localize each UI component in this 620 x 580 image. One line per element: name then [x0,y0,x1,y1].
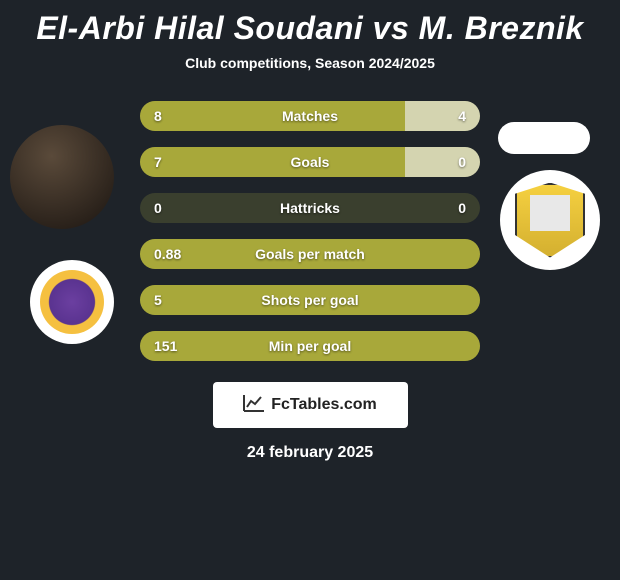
stat-label: Min per goal [140,331,480,361]
stat-row-goals: 7 Goals 0 [140,147,480,177]
stat-row-hattricks: 0 Hattricks 0 [140,193,480,223]
stat-label: Shots per goal [140,285,480,315]
value-right: 0 [458,147,466,177]
main-title: El-Arbi Hilal Soudani vs M. Breznik [36,10,583,47]
stat-row-goals-per-match: 0.88 Goals per match [140,239,480,269]
stats-area: 8 Matches 4 7 Goals 0 0 Hattricks 0 0.88… [0,101,620,377]
chart-icon [243,394,265,417]
stat-row-matches: 8 Matches 4 [140,101,480,131]
stat-label: Matches [140,101,480,131]
comparison-infographic: El-Arbi Hilal Soudani vs M. Breznik Club… [0,0,620,580]
footer-brand-box[interactable]: FcTables.com [213,382,408,428]
subtitle: Club competitions, Season 2024/2025 [185,55,435,71]
brand-text: FcTables.com [271,396,377,414]
date-text: 24 february 2025 [247,444,373,462]
stat-row-min-per-goal: 151 Min per goal [140,331,480,361]
stat-label: Goals [140,147,480,177]
stat-label: Goals per match [140,239,480,269]
value-right: 0 [458,193,466,223]
stat-row-shots-per-goal: 5 Shots per goal [140,285,480,315]
value-right: 4 [458,101,466,131]
stat-label: Hattricks [140,193,480,223]
